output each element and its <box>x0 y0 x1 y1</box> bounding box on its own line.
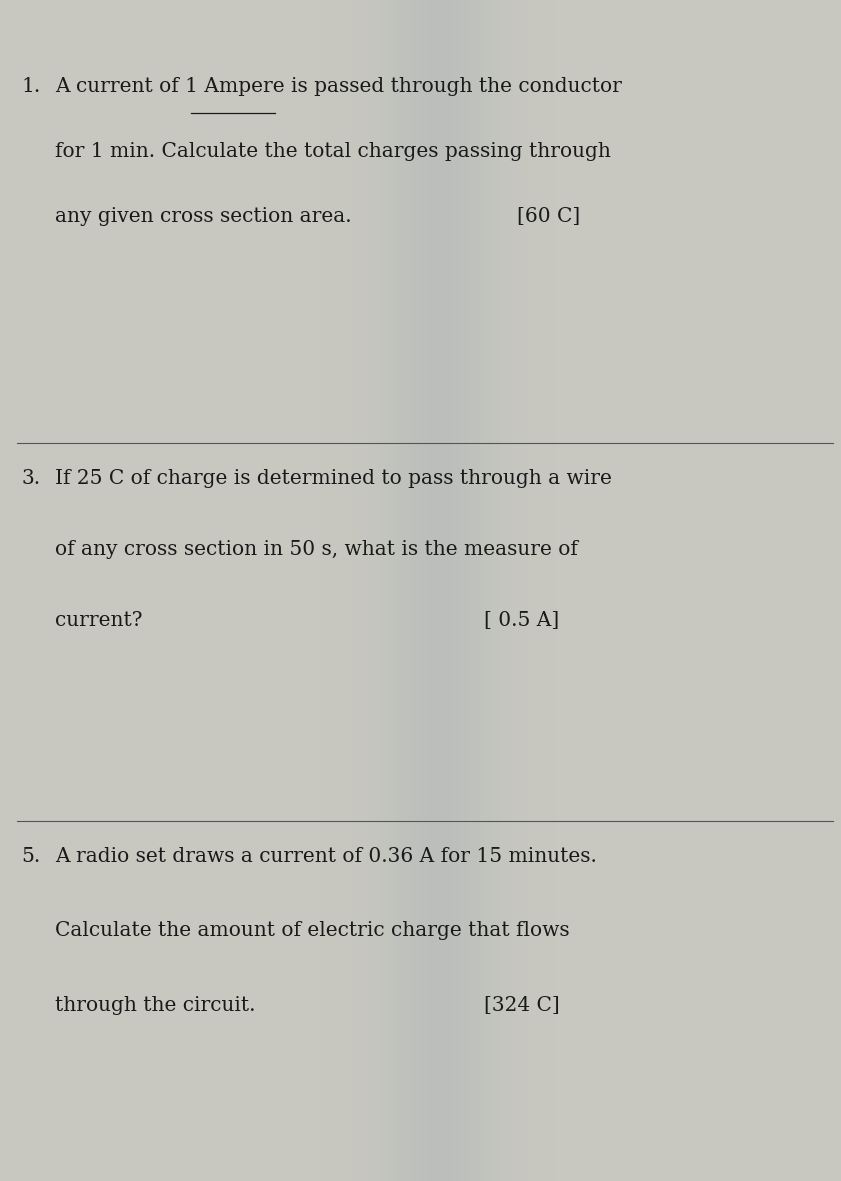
Bar <box>386 0 390 1181</box>
Text: 5.: 5. <box>21 847 40 866</box>
Bar <box>449 0 453 1181</box>
Bar <box>324 0 327 1181</box>
Text: of any cross section in 50 s, what is the measure of: of any cross section in 50 s, what is th… <box>55 540 578 559</box>
Bar <box>418 0 421 1181</box>
Text: through the circuit.: through the circuit. <box>55 996 255 1014</box>
Bar <box>406 0 410 1181</box>
Bar <box>468 0 473 1181</box>
Text: for 1 min. Calculate the total charges passing through: for 1 min. Calculate the total charges p… <box>55 142 611 161</box>
Bar <box>492 0 496 1181</box>
Bar <box>532 0 536 1181</box>
Bar <box>430 0 433 1181</box>
Bar <box>378 0 383 1181</box>
Bar <box>362 0 367 1181</box>
Bar <box>359 0 362 1181</box>
Bar <box>543 0 547 1181</box>
Bar <box>457 0 461 1181</box>
Bar <box>336 0 339 1181</box>
Bar <box>461 0 465 1181</box>
Bar <box>347 0 351 1181</box>
Text: If 25 C of charge is determined to pass through a wire: If 25 C of charge is determined to pass … <box>55 469 611 488</box>
Bar <box>390 0 394 1181</box>
Bar <box>383 0 386 1181</box>
Text: 3.: 3. <box>21 469 40 488</box>
Bar <box>355 0 359 1181</box>
Bar <box>437 0 442 1181</box>
Bar <box>489 0 492 1181</box>
Bar <box>465 0 468 1181</box>
Bar <box>480 0 484 1181</box>
Bar <box>320 0 324 1181</box>
Bar <box>473 0 477 1181</box>
Bar <box>414 0 418 1181</box>
Text: A radio set draws a current of 0.36 A for 15 minutes.: A radio set draws a current of 0.36 A fo… <box>55 847 596 866</box>
Bar <box>343 0 347 1181</box>
Bar <box>410 0 414 1181</box>
Bar <box>421 0 426 1181</box>
Bar <box>484 0 489 1181</box>
Text: current?: current? <box>55 611 142 629</box>
Bar <box>445 0 449 1181</box>
Bar <box>536 0 539 1181</box>
Bar <box>516 0 520 1181</box>
Bar <box>551 0 555 1181</box>
Bar <box>520 0 524 1181</box>
Bar <box>504 0 508 1181</box>
Bar <box>426 0 430 1181</box>
Text: [60 C]: [60 C] <box>517 207 580 226</box>
Text: [ 0.5 A]: [ 0.5 A] <box>484 611 558 629</box>
Bar <box>453 0 457 1181</box>
Text: Calculate the amount of electric charge that flows: Calculate the amount of electric charge … <box>55 921 569 940</box>
Bar <box>524 0 527 1181</box>
Bar <box>327 0 331 1181</box>
Bar <box>339 0 343 1181</box>
Bar <box>433 0 437 1181</box>
Bar <box>477 0 480 1181</box>
Text: [324 C]: [324 C] <box>484 996 559 1014</box>
Bar <box>394 0 398 1181</box>
Bar <box>527 0 532 1181</box>
Bar <box>442 0 445 1181</box>
Bar <box>367 0 371 1181</box>
Bar <box>508 0 512 1181</box>
Bar <box>351 0 355 1181</box>
Bar <box>374 0 378 1181</box>
Bar <box>496 0 500 1181</box>
Text: A current of 1 Ampere is passed through the conductor: A current of 1 Ampere is passed through … <box>55 77 621 96</box>
Bar <box>331 0 336 1181</box>
Text: any given cross section area.: any given cross section area. <box>55 207 352 226</box>
Bar <box>512 0 516 1181</box>
Bar <box>371 0 374 1181</box>
Bar <box>547 0 551 1181</box>
Bar <box>398 0 402 1181</box>
Bar <box>402 0 406 1181</box>
Bar <box>539 0 543 1181</box>
Bar <box>500 0 504 1181</box>
Text: 1.: 1. <box>21 77 40 96</box>
